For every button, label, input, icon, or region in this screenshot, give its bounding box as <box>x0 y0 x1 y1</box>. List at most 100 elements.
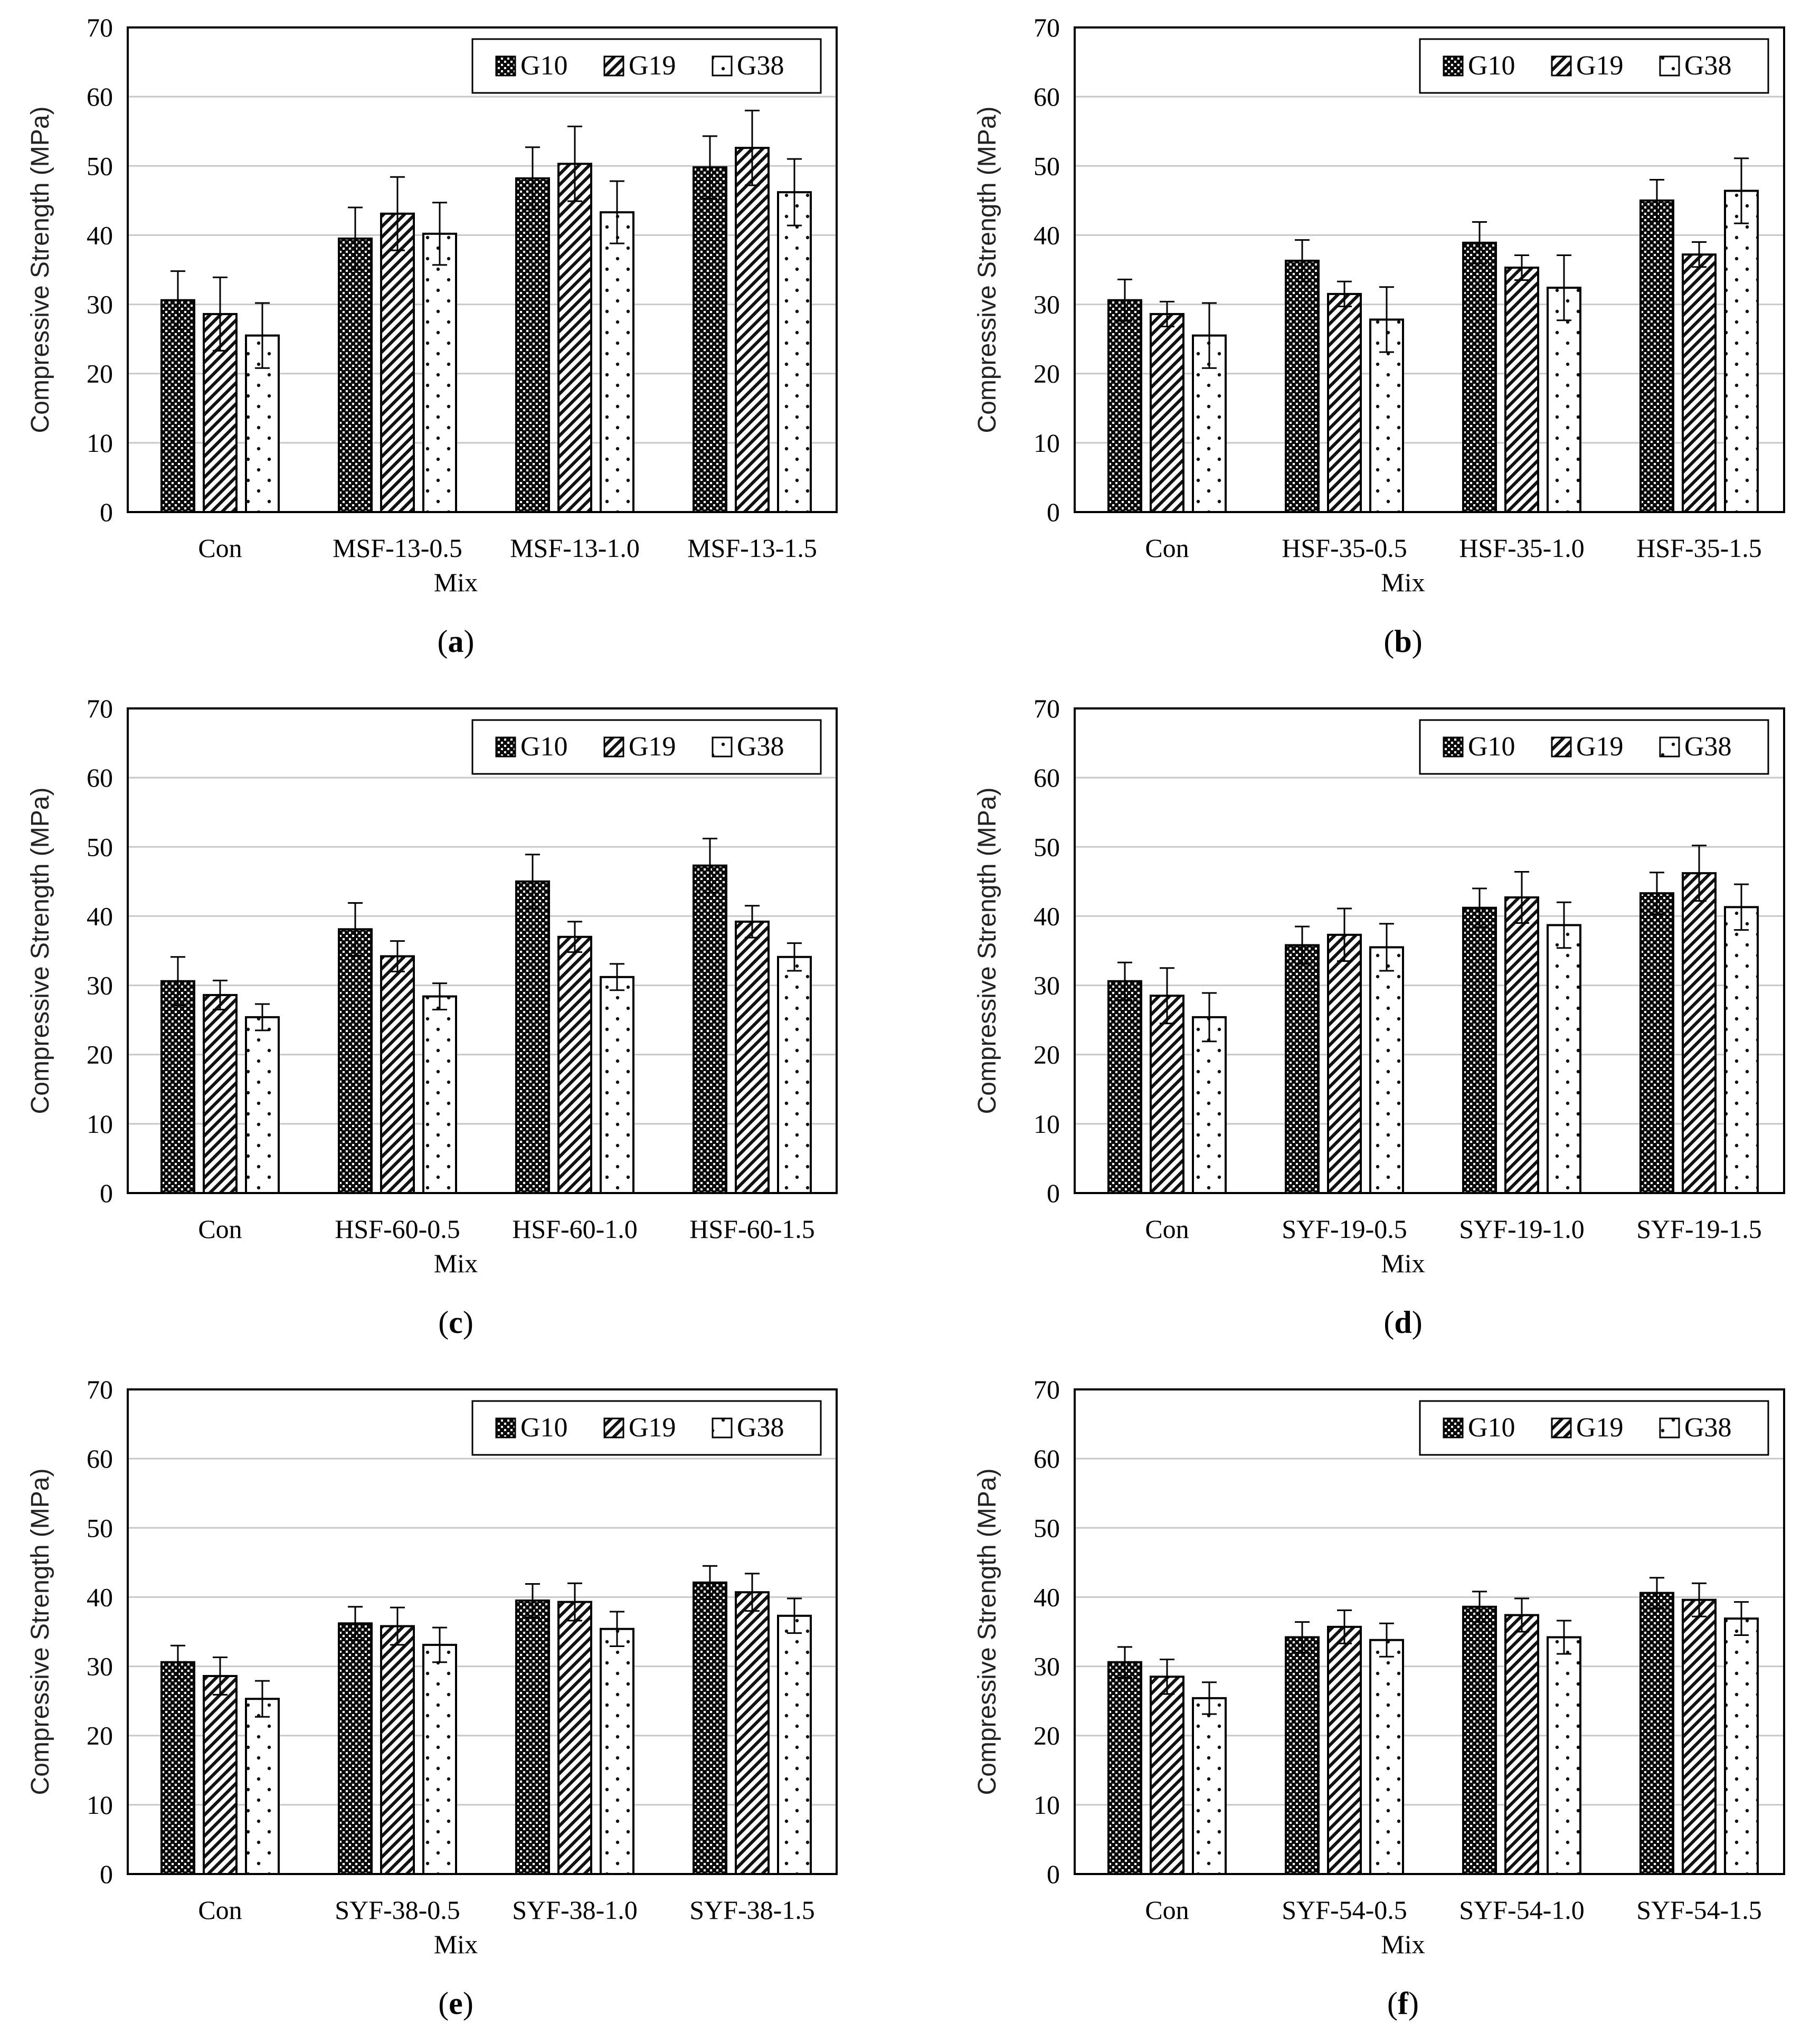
y-tick-label: 40 <box>87 901 113 931</box>
y-tick-label: 40 <box>1034 901 1060 931</box>
y-tick-label: 10 <box>1034 1790 1060 1820</box>
legend-swatch-g10 <box>1443 1417 1464 1439</box>
plot-frame <box>127 707 838 1194</box>
y-tick-label: 60 <box>1034 1444 1060 1473</box>
y-tick-label: 20 <box>87 359 113 389</box>
y-tick-label: 30 <box>87 290 113 319</box>
bar-g10 <box>515 880 550 1195</box>
legend-label: G10 <box>1468 732 1515 762</box>
legend-swatch-g38 <box>712 55 733 77</box>
bar-g10 <box>1462 906 1497 1194</box>
bar-g10 <box>1639 199 1674 514</box>
legend-swatch-g10 <box>495 1417 516 1439</box>
bar-g19 <box>380 212 415 513</box>
bar-g19 <box>557 1601 592 1876</box>
bar-g38 <box>600 1627 634 1876</box>
y-tick-label: 0 <box>1047 1859 1060 1889</box>
x-tick-label: MSF-13-1.0 <box>510 533 640 563</box>
y-tick-label: 20 <box>87 1040 113 1070</box>
plot-frame <box>127 26 838 513</box>
bar-g19 <box>1682 1598 1717 1876</box>
bar-g38 <box>1369 1639 1404 1875</box>
x-tick-label: SYF-38-1.0 <box>512 1895 638 1925</box>
y-tick-label: 0 <box>100 1859 113 1889</box>
y-tick-label: 30 <box>87 971 113 1000</box>
y-axis-title: Compressive Strength (MPa) <box>973 788 1001 1114</box>
bar-g19 <box>1327 933 1362 1195</box>
y-tick-label: 30 <box>1034 290 1060 319</box>
bar-g10 <box>1285 259 1320 513</box>
plot-frame <box>1074 707 1785 1194</box>
x-tick-label: SYF-54-1.0 <box>1459 1895 1585 1925</box>
y-tick-label: 70 <box>1034 1375 1060 1404</box>
bar-g10 <box>338 237 373 513</box>
legend <box>1419 719 1769 775</box>
bar-g10 <box>338 928 373 1194</box>
bar-g38 <box>245 1016 280 1194</box>
x-tick-label: HSF-35-0.5 <box>1282 533 1407 563</box>
y-tick-label: 70 <box>1034 694 1060 723</box>
legend-swatch-g10 <box>1443 55 1464 77</box>
legend-swatch-g38 <box>1659 55 1680 77</box>
bar-g38 <box>777 1614 812 1876</box>
bar-g19 <box>735 147 770 513</box>
bar-g19 <box>1327 292 1362 514</box>
bar-g19 <box>1150 995 1184 1194</box>
y-tick-label: 60 <box>87 82 113 111</box>
legend-swatch-g38 <box>1659 736 1680 758</box>
chart-panel-e: 0 10 20 30 40 50 60 70 Con SYF-38-0.5 SYF-38-1.0 SY… <box>26 1375 838 2021</box>
legend-swatch-g38 <box>1659 1417 1680 1439</box>
y-axis-title: Compressive Strength (MPa) <box>26 788 54 1114</box>
y-tick-label: 20 <box>1034 1040 1060 1070</box>
legend-label: G19 <box>1576 51 1624 81</box>
panel-caption: (d) <box>1383 1305 1422 1340</box>
bar-g38 <box>1369 946 1404 1194</box>
y-tick-label: 40 <box>87 1582 113 1612</box>
y-tick-label: 50 <box>1034 1513 1060 1543</box>
x-tick-label: SYF-54-1.5 <box>1636 1895 1762 1925</box>
y-tick-label: 30 <box>1034 971 1060 1000</box>
bar-g19 <box>380 955 415 1195</box>
panel-letter: f <box>1398 1986 1409 2021</box>
legend-label: G19 <box>1576 1413 1624 1443</box>
legend-swatch-g10 <box>495 55 516 77</box>
y-tick-label: 40 <box>87 220 113 250</box>
bar-g38 <box>1192 1016 1227 1194</box>
panel-letter: c <box>449 1305 463 1340</box>
bar-g19 <box>380 1625 415 1875</box>
legend-label: G19 <box>629 1413 676 1443</box>
y-axis-title: Compressive Strength (MPa) <box>26 107 54 433</box>
bar-g38 <box>1547 1636 1581 1876</box>
x-axis-title: Mix <box>434 567 478 597</box>
legend <box>1419 1400 1769 1456</box>
bar-g10 <box>160 1661 195 1876</box>
legend-label: G19 <box>629 732 676 762</box>
y-tick-label: 10 <box>87 1790 113 1820</box>
bar-g38 <box>1724 906 1759 1194</box>
legend-swatch-g10 <box>495 736 516 758</box>
y-tick-label: 10 <box>1034 428 1060 458</box>
y-tick-label: 0 <box>1047 497 1060 527</box>
bar-g19 <box>1150 1676 1184 1876</box>
plot-frame <box>1074 26 1785 513</box>
y-tick-label: 20 <box>1034 359 1060 389</box>
bar-g19 <box>1682 872 1717 1194</box>
y-tick-label: 60 <box>1034 82 1060 111</box>
legend <box>471 38 822 94</box>
plot-frame <box>127 1388 838 1875</box>
panel-letter: e <box>449 1986 463 2021</box>
bar-g38 <box>1192 1697 1227 1876</box>
y-tick-label: 0 <box>100 497 113 527</box>
x-tick-label: Con <box>1145 1214 1189 1244</box>
x-tick-label: Con <box>198 533 242 563</box>
bar-g10 <box>1285 944 1320 1194</box>
bar-g38 <box>777 191 812 513</box>
bar-g38 <box>1724 190 1759 513</box>
bar-g10 <box>693 166 727 513</box>
bar-g38 <box>600 211 634 513</box>
y-tick-label: 10 <box>87 1109 113 1139</box>
legend-label: G19 <box>1576 732 1624 762</box>
legend-label: G10 <box>1468 1413 1515 1443</box>
x-axis-title: Mix <box>1381 567 1425 597</box>
